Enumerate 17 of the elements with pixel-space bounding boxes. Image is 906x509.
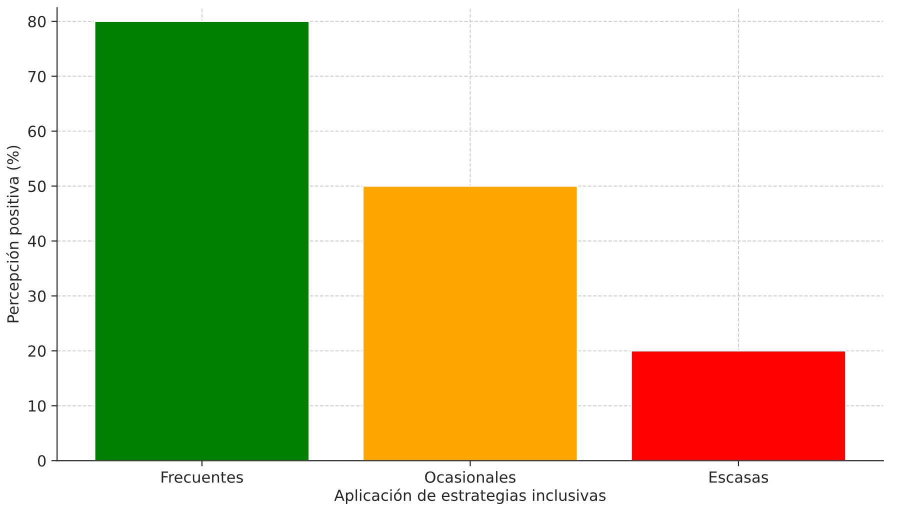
y-axis-title: Percepción positiva (%) — [6, 146, 22, 322]
y-tick-label: 10 — [28, 400, 46, 412]
y-tick-label: 60 — [28, 126, 46, 138]
bar — [630, 350, 846, 461]
y-tick-label: 0 — [38, 455, 46, 467]
y-tick-label: 40 — [28, 235, 46, 248]
y-tick-label: 20 — [28, 345, 46, 357]
y-tick-label: 80 — [28, 16, 46, 28]
x-tick-label: Frecuentes — [162, 472, 243, 483]
y-tick-label: 70 — [28, 70, 46, 82]
y-tick-label: 30 — [28, 290, 46, 302]
y-tick-label: 50 — [28, 180, 46, 192]
x-tick-label: Escasas — [710, 472, 768, 483]
bar — [362, 185, 578, 461]
x-tick-label: Ocasionales — [425, 471, 516, 483]
x-axis-title: Aplicación de estrategias inclusivas — [334, 488, 606, 504]
bar — [94, 20, 310, 461]
